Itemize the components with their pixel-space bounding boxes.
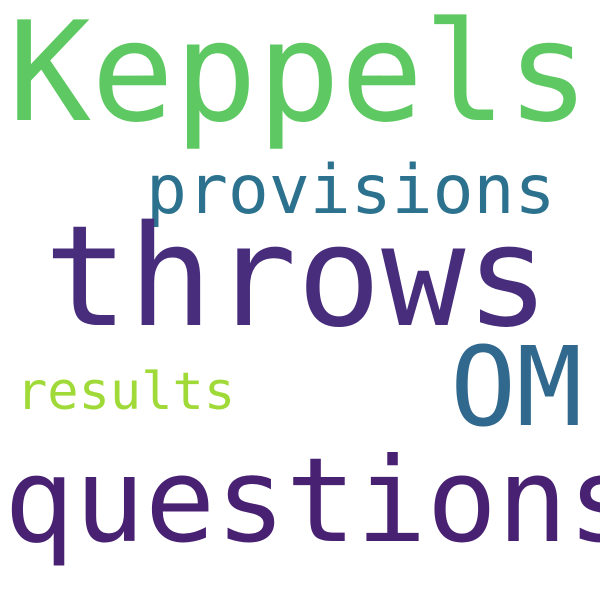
word-keppels: Keppels [8, 0, 590, 153]
word-results: results [16, 362, 236, 422]
word-om: OM [450, 323, 583, 451]
word-throws: throws [44, 196, 550, 359]
word-questions: questions [4, 432, 600, 569]
word-provisions: provisions [146, 151, 556, 230]
